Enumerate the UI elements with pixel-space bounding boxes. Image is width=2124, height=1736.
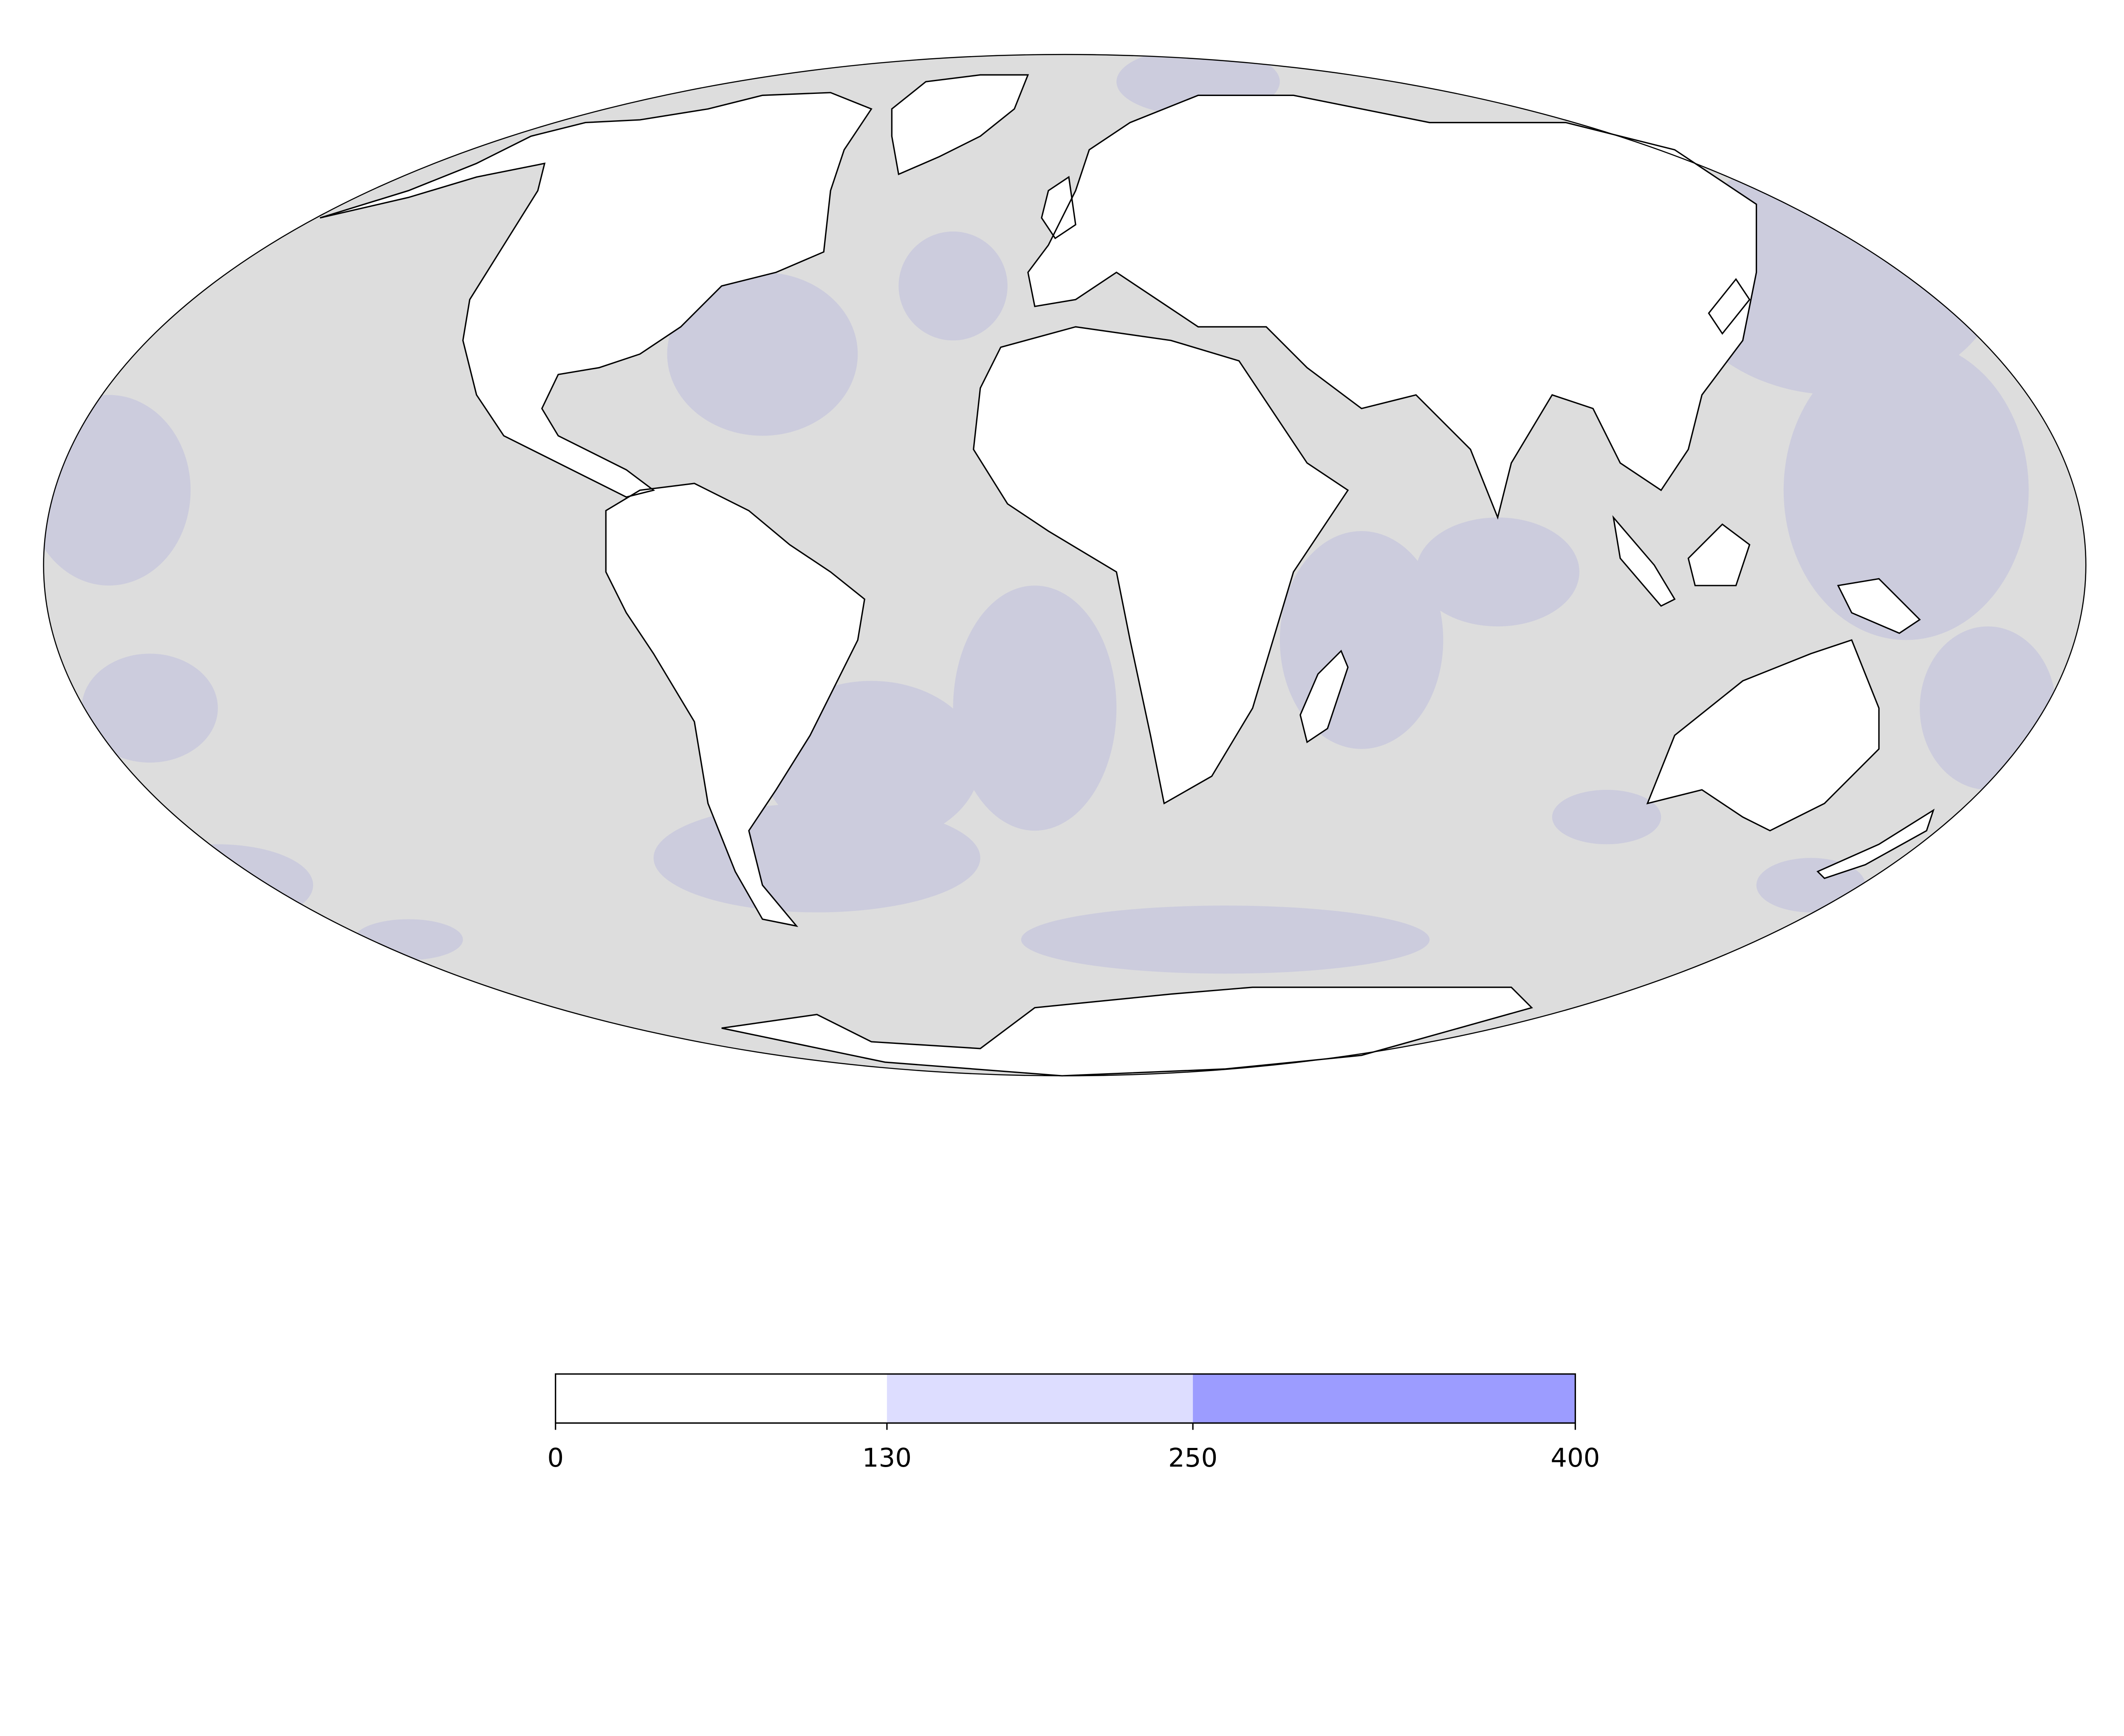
madagascar bbox=[1300, 651, 1348, 742]
ocean-contour bbox=[43, 395, 191, 586]
north-america-coastline bbox=[319, 92, 873, 498]
ocean-contour bbox=[82, 653, 218, 763]
colorbar-outline bbox=[555, 1373, 1576, 1424]
japan bbox=[1709, 279, 1750, 334]
greenland-coastline bbox=[891, 74, 1029, 175]
japan-coastline bbox=[1708, 278, 1751, 335]
new-zealand-coastline bbox=[1816, 809, 1935, 879]
ocean-contour bbox=[1920, 626, 2056, 790]
colorbar-tick-label: 130 bbox=[862, 1443, 912, 1473]
madagascar-coastline bbox=[1299, 650, 1349, 744]
ocean-contour bbox=[667, 272, 858, 436]
north-america bbox=[320, 92, 872, 497]
colorbar-segment bbox=[1193, 1374, 1576, 1423]
colorbar-tick-label: 400 bbox=[1551, 1443, 1600, 1473]
sumatra bbox=[1613, 517, 1675, 606]
land-masses bbox=[320, 75, 1934, 1076]
south-america-coastline bbox=[605, 483, 865, 927]
colorbar-tick-label: 250 bbox=[1168, 1443, 1217, 1473]
antarctica bbox=[721, 987, 1532, 1076]
borneo-coastline bbox=[1687, 523, 1751, 586]
colorbar: 0 130 250 400 bbox=[547, 1373, 1600, 1473]
ocean-contour bbox=[1783, 340, 2029, 640]
antarctica-coastline bbox=[721, 987, 1533, 1077]
africa bbox=[973, 327, 1348, 804]
new-zealand bbox=[1817, 810, 1934, 879]
new-guinea-coastline bbox=[1837, 578, 1921, 634]
south-america bbox=[606, 483, 865, 926]
greenland bbox=[892, 75, 1028, 175]
colorbar-tick-label: 0 bbox=[547, 1443, 564, 1473]
colorbar-segment bbox=[555, 1374, 887, 1423]
ocean-contour bbox=[898, 231, 1008, 341]
borneo bbox=[1688, 524, 1750, 586]
ocean-contour bbox=[653, 803, 980, 913]
ocean-contour bbox=[1552, 789, 1661, 845]
coastlines bbox=[319, 74, 1935, 1077]
uk bbox=[1041, 177, 1076, 238]
globe-border bbox=[43, 54, 2087, 1077]
africa-coastline bbox=[973, 326, 1349, 805]
uk-coastline bbox=[1041, 175, 1076, 240]
figure: 0 130 250 400 bbox=[43, 54, 2087, 1473]
eurasia bbox=[1028, 95, 1757, 517]
ocean-contour bbox=[1021, 905, 1430, 974]
new-guinea bbox=[1838, 579, 1920, 633]
australia bbox=[1647, 640, 1879, 831]
sumatra-coastline bbox=[1612, 515, 1676, 607]
eurasia-coastline bbox=[1027, 94, 1757, 520]
map bbox=[43, 54, 2087, 1077]
ocean-contour bbox=[953, 585, 1117, 831]
colorbar-segment bbox=[887, 1374, 1193, 1423]
australia-coastline bbox=[1646, 639, 1880, 831]
ocean-contour bbox=[1416, 517, 1579, 627]
ocean-contour bbox=[122, 844, 314, 926]
